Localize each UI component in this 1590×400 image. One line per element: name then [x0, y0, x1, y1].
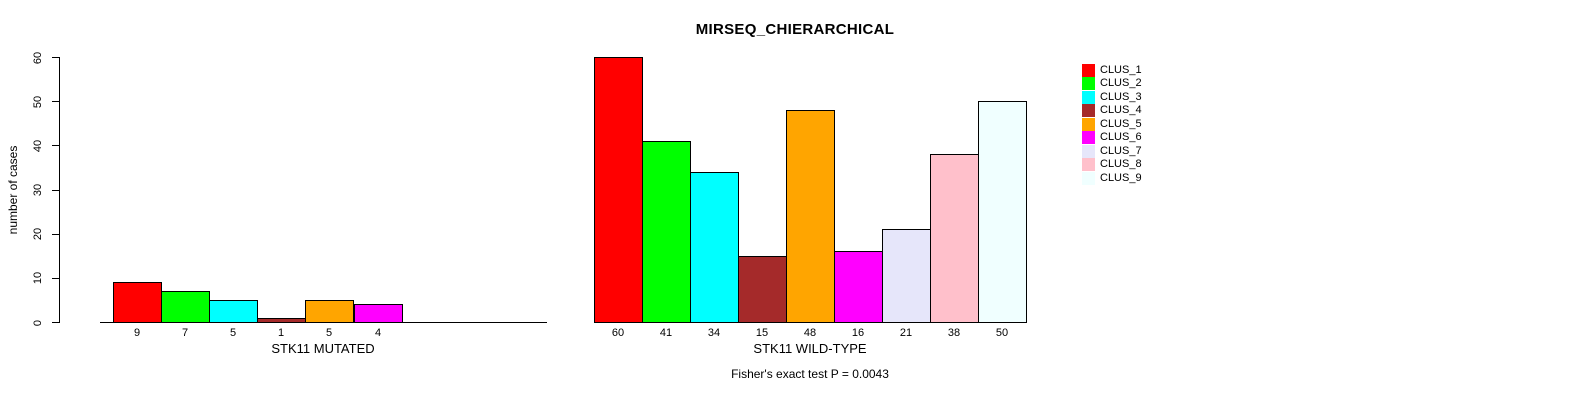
legend-label-clus_3: CLUS_3	[1100, 90, 1142, 103]
y-tick-label: 0	[32, 319, 44, 326]
bar-value-label: 50	[995, 327, 1009, 339]
bar-value-label: 34	[707, 327, 721, 339]
bar-value-label: 9	[133, 327, 141, 339]
y-tick-label: 10	[32, 272, 44, 285]
bar-value-label: 1	[277, 327, 285, 339]
bar-clus_1	[113, 282, 162, 323]
legend-label-clus_9: CLUS_9	[1100, 171, 1142, 184]
legend-label-clus_1: CLUS_1	[1100, 63, 1142, 76]
legend-label-clus_8: CLUS_8	[1100, 158, 1142, 170]
bar-clus_5	[305, 299, 354, 323]
bar-value-label: 60	[611, 327, 625, 339]
legend-swatch-clus_4	[1082, 104, 1095, 117]
legend-label-clus_4: CLUS_4	[1100, 104, 1142, 116]
bar-clus_3	[690, 171, 739, 323]
legend-swatch-clus_7	[1082, 144, 1095, 158]
bar-value-label: 4	[374, 327, 382, 339]
bar-clus_1	[594, 57, 643, 323]
bar-clus_4	[257, 317, 306, 323]
bar-value-label: 7	[181, 327, 189, 339]
y-tick-label: 60	[32, 51, 44, 64]
bar-clus_6	[834, 251, 883, 323]
bar-clus_2	[642, 140, 691, 323]
bar-clus_7	[882, 229, 931, 323]
legend-swatch-clus_9	[1082, 171, 1095, 185]
legend-label-clus_5: CLUS_5	[1100, 117, 1142, 130]
bar-value-label: 5	[229, 327, 237, 339]
chart-title: MIRSEQ_CHIERARCHICAL	[695, 21, 895, 38]
bar-value-label: 16	[851, 327, 865, 339]
y-axis-title: number of cases	[6, 145, 20, 235]
legend-swatch-clus_8	[1082, 158, 1095, 171]
legend-swatch-clus_5	[1082, 117, 1095, 131]
bar-value-label: 21	[899, 327, 913, 339]
bar-value-label: 41	[659, 327, 673, 339]
y-tick-label: 20	[32, 228, 44, 241]
bar-value-label: 48	[803, 327, 817, 339]
bar-clus_4	[738, 255, 787, 323]
legend-swatch-clus_3	[1082, 90, 1095, 104]
y-tick-mark	[52, 101, 59, 103]
bar-clus_6	[354, 304, 403, 323]
legend-label-clus_6: CLUS_6	[1100, 131, 1142, 143]
y-tick-mark	[52, 277, 59, 279]
y-axis-line	[59, 57, 60, 323]
legend-label-clus_2: CLUS_2	[1100, 77, 1142, 89]
bar-value-label: 15	[755, 327, 769, 339]
y-tick-mark	[52, 189, 59, 191]
y-tick-mark	[52, 322, 59, 323]
fisher-test-annotation: Fisher's exact test P = 0.0043	[731, 367, 889, 381]
bar-clus_3	[209, 299, 258, 323]
bar-clus_9	[978, 101, 1027, 323]
bar-value-label: 5	[325, 327, 333, 339]
x-axis-label-mutated: STK11 MUTATED	[271, 341, 375, 356]
y-tick-label: 30	[32, 183, 44, 197]
y-tick-mark	[52, 233, 59, 235]
legend-swatch-clus_2	[1082, 77, 1095, 90]
bar-clus_2	[161, 291, 210, 323]
y-tick-label: 50	[32, 95, 44, 108]
y-tick-mark	[52, 145, 59, 147]
legend-swatch-clus_1	[1082, 63, 1095, 77]
bar-clus_5	[786, 110, 835, 323]
x-axis-label-wild-type: STK11 WILD-TYPE	[753, 341, 867, 356]
y-tick-mark	[52, 57, 59, 58]
legend-swatch-clus_6	[1082, 131, 1095, 144]
legend-label-clus_7: CLUS_7	[1100, 144, 1142, 157]
bar-value-label: 38	[947, 327, 961, 339]
y-tick-label: 40	[32, 139, 44, 152]
bar-clus_8	[930, 154, 979, 323]
